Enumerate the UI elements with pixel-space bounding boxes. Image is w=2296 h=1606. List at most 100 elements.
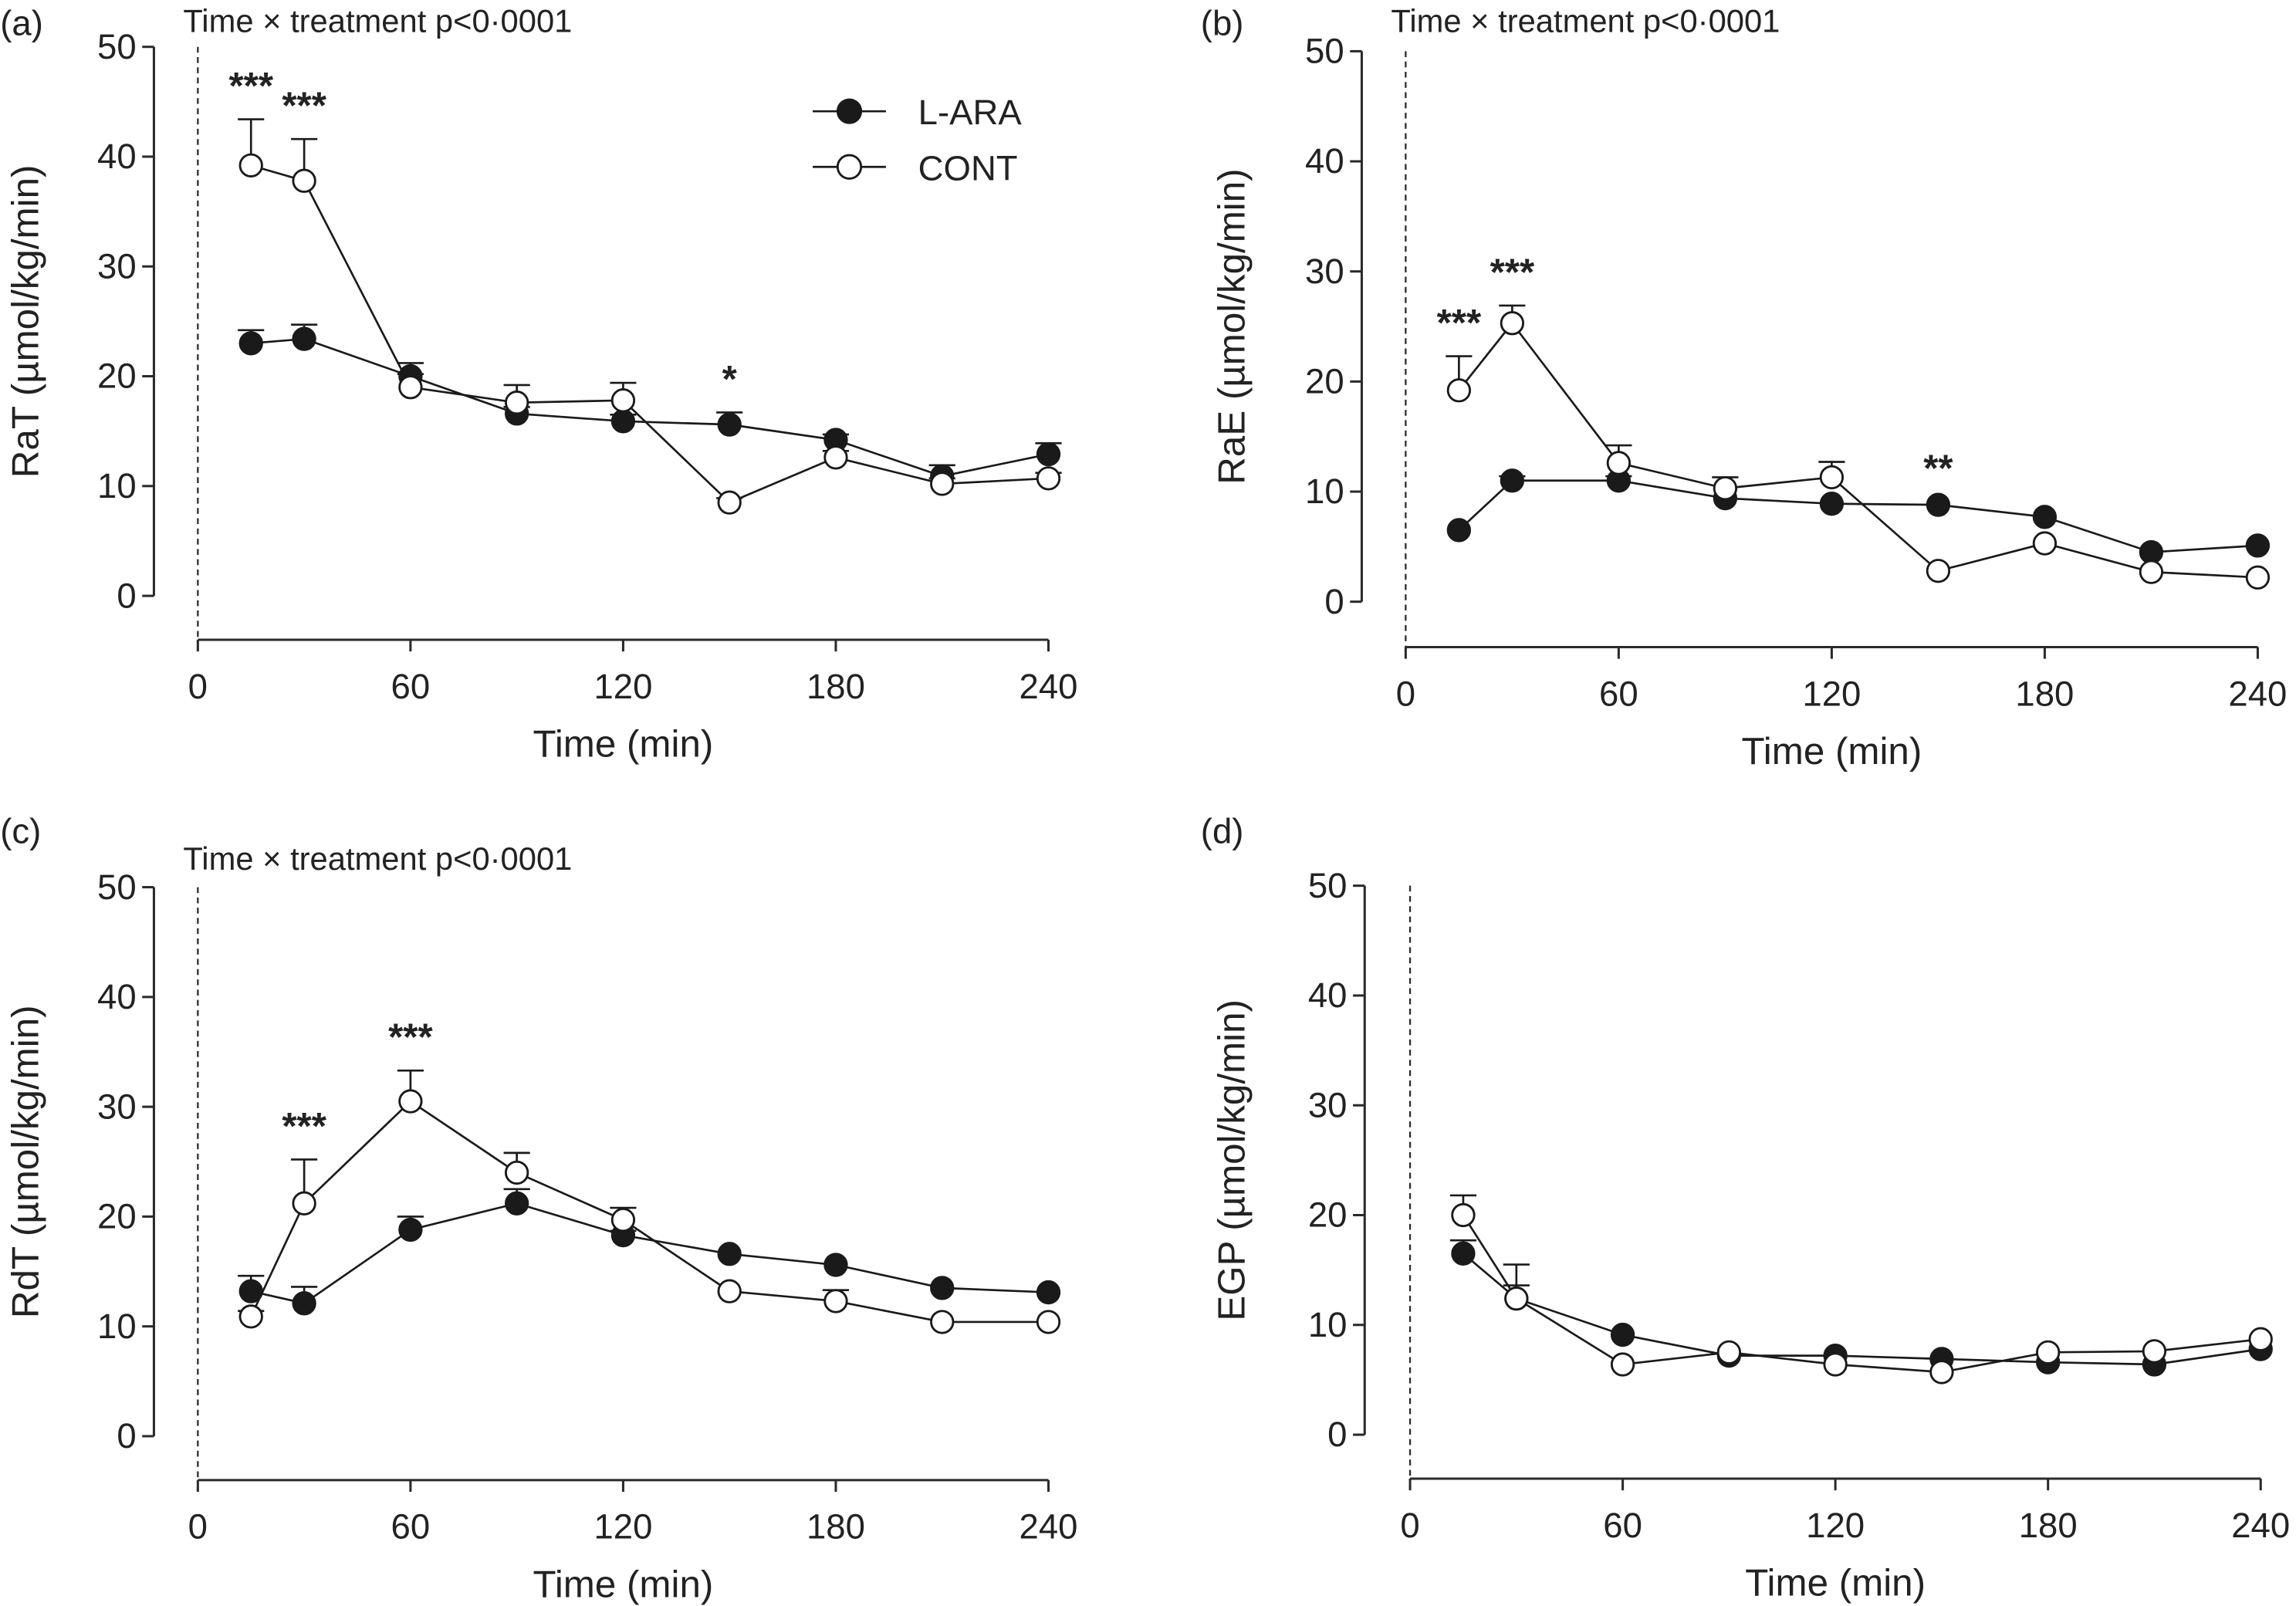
data-point-cont <box>2036 1340 2061 1364</box>
data-point-cont <box>610 388 636 413</box>
x-tick-label: 240 <box>2228 674 2287 713</box>
data-point-cont <box>1819 465 1845 490</box>
x-axis-title: Time (min) <box>1745 1562 1926 1604</box>
data-point-cont <box>930 472 955 496</box>
data-point-cont <box>1451 1202 1476 1228</box>
significance-marker: * <box>722 358 738 401</box>
y-tick-label: 50 <box>1305 32 1344 71</box>
x-axis-title: Time (min) <box>533 1564 714 1606</box>
data-point-l-ara <box>823 1253 848 1277</box>
data-point-cont <box>505 1160 529 1185</box>
data-point-cont <box>1716 1340 1742 1364</box>
data-point-l-ara <box>238 331 263 356</box>
data-point-cont <box>398 1089 423 1114</box>
data-point-cont <box>1926 559 1951 583</box>
data-point-cont <box>717 490 742 515</box>
x-tick-label: 180 <box>806 1507 865 1547</box>
data-point-cont <box>238 153 263 178</box>
x-tick-label: 0 <box>188 1507 208 1547</box>
series-line-l-ara <box>1458 479 2258 553</box>
data-point-cont <box>930 1310 955 1334</box>
y-tick-label: 0 <box>117 576 136 615</box>
x-tick-label: 240 <box>2231 1506 2290 1545</box>
data-point-cont <box>1500 311 1525 336</box>
data-point-l-ara <box>930 1276 955 1300</box>
data-point-cont <box>1446 378 1472 403</box>
data-point-cont <box>823 445 848 470</box>
significance-marker: *** <box>1437 302 1482 344</box>
x-tick-label: 240 <box>1020 667 1078 706</box>
y-tick-label: 0 <box>1324 582 1344 621</box>
x-tick-label: 240 <box>1020 1507 1078 1547</box>
data-point-cont <box>1929 1360 1954 1385</box>
data-point-l-ara <box>610 409 636 434</box>
y-tick-label: 30 <box>97 246 137 286</box>
data-point-l-ara <box>292 326 316 351</box>
data-point-cont <box>823 1289 848 1314</box>
data-point-l-ara <box>717 412 742 437</box>
data-point-cont <box>1036 1310 1061 1334</box>
x-axis-title: Time (min) <box>1742 730 1922 773</box>
data-point-cont <box>292 1191 316 1215</box>
data-point-cont <box>1610 1352 1635 1377</box>
panel-d: (d) 0 10 20 30 40 50 EGP (µmol/kg/min) 0 60 120 180… <box>1201 812 2290 1604</box>
data-point-l-ara <box>398 1217 423 1243</box>
y-tick-label: 10 <box>97 466 137 505</box>
y-tick-label: 30 <box>1305 252 1344 291</box>
x-tick-label: 60 <box>391 1507 431 1547</box>
legend-label: CONT <box>918 148 1018 188</box>
y-tick-label: 40 <box>97 977 137 1016</box>
panel-label: (b) <box>1201 4 1244 43</box>
data-point-l-ara <box>2032 505 2058 529</box>
panel-c: (c) Time × treatment p<0·0001 0 10 20 30 40 50 R… <box>0 812 1077 1606</box>
panel-b: (b) Time × treatment p<0·0001 0 10 20 30 40 50 R… <box>1201 3 2288 773</box>
data-point-l-ara <box>292 1291 316 1316</box>
data-point-l-ara <box>1926 492 1951 517</box>
y-tick-label: 50 <box>1308 866 1348 905</box>
panel-label: (c) <box>0 812 41 851</box>
y-tick-label: 10 <box>1308 1305 1348 1344</box>
x-tick-label: 120 <box>1806 1506 1865 1545</box>
data-point-cont <box>1606 451 1632 475</box>
x-tick-label: 180 <box>806 667 865 706</box>
y-axis-title: RaE (µmol/kg/min) <box>1211 168 1253 484</box>
data-point-cont <box>398 375 423 400</box>
series-line-cont <box>1462 1214 2261 1374</box>
panel-a: (a) Time × treatment p<0·0001 0 10 20 30 40 50 R… <box>0 3 1077 766</box>
data-point-l-ara <box>238 1279 263 1303</box>
legend-item-cont: CONT <box>813 148 1018 188</box>
series-line-l-ara <box>1462 1253 2261 1366</box>
y-tick-label: 10 <box>1305 472 1344 511</box>
data-point-cont <box>1036 466 1061 491</box>
y-tick-label: 0 <box>117 1416 136 1456</box>
y-tick-label: 10 <box>97 1307 137 1346</box>
chart-subtitle: Time × treatment p<0·0001 <box>183 840 572 877</box>
significance-marker: *** <box>282 1105 326 1148</box>
y-tick-label: 50 <box>97 867 137 907</box>
x-tick-label: 0 <box>1400 1506 1419 1545</box>
data-point-l-ara <box>2245 533 2271 558</box>
legend-marker <box>836 98 863 124</box>
data-point-cont <box>1713 476 1738 501</box>
data-point-cont <box>2245 565 2271 590</box>
panel-label: (a) <box>0 4 43 43</box>
x-tick-label: 120 <box>593 667 652 706</box>
chart-subtitle: Time × treatment p<0·0001 <box>1391 3 1780 39</box>
data-point-cont <box>505 391 529 415</box>
y-tick-label: 0 <box>1327 1415 1347 1454</box>
x-tick-label: 180 <box>2019 1506 2078 1545</box>
significance-marker: *** <box>388 1016 433 1059</box>
x-tick-label: 60 <box>391 667 431 706</box>
data-point-l-ara <box>1610 1322 1635 1347</box>
y-axis-title: RaT (µmol/kg/min) <box>5 165 47 478</box>
data-point-l-ara <box>1036 441 1061 467</box>
y-tick-label: 50 <box>97 27 137 66</box>
chart-subtitle: Time × treatment p<0·0001 <box>183 3 572 39</box>
data-point-cont <box>292 168 316 193</box>
data-point-cont <box>1823 1352 1848 1377</box>
significance-marker: *** <box>228 65 273 107</box>
data-point-cont <box>2248 1327 2273 1351</box>
y-tick-label: 20 <box>97 1197 137 1236</box>
panel-label: (d) <box>1201 812 1244 851</box>
